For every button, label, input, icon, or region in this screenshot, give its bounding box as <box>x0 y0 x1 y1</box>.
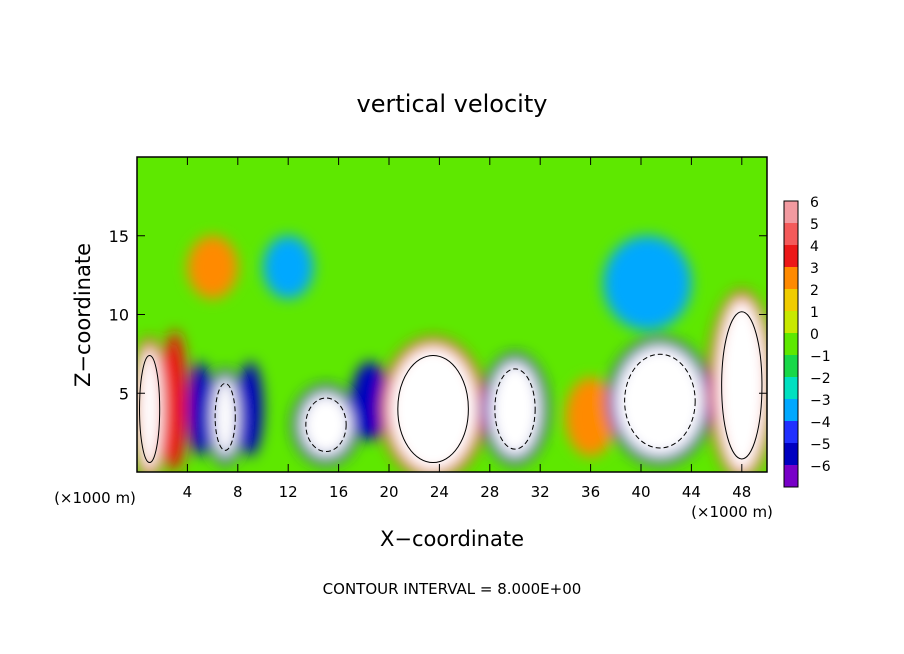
colorbar-swatch <box>784 443 798 465</box>
contour-line <box>305 397 347 453</box>
colorbar-swatch <box>784 289 798 311</box>
x-tick-label: 32 <box>531 483 550 501</box>
heatmap-cell <box>716 298 767 472</box>
heatmap-cell <box>603 235 692 331</box>
x-tick-label: 44 <box>682 483 701 501</box>
colorbar-swatch <box>784 267 798 289</box>
x-axis-label: X−coordinate <box>380 527 524 551</box>
plot-area <box>137 157 767 472</box>
x-tick-label: 4 <box>183 483 193 501</box>
colorbar-label: −1 <box>810 349 831 365</box>
colorbar-swatch <box>784 333 798 355</box>
heatmap-cell <box>237 361 263 457</box>
colorbar-label: 0 <box>810 327 819 343</box>
x-tick-label: 12 <box>279 483 298 501</box>
chart-title: vertical velocity <box>357 90 548 118</box>
colorbar-swatch <box>784 355 798 377</box>
contour-line <box>624 353 696 449</box>
heatmap-cell <box>187 235 238 299</box>
colorbar-label: −4 <box>810 415 831 431</box>
colorbar-swatch <box>784 201 798 223</box>
x-tick-label: 24 <box>430 483 449 501</box>
x-tick-label: 48 <box>732 483 751 501</box>
heatmap-cell <box>565 377 616 457</box>
heatmap-cell <box>389 346 478 472</box>
heatmap-cell <box>615 346 705 457</box>
colorbar-swatch <box>784 377 798 399</box>
heatmap-cell <box>212 377 238 457</box>
x-tick-label: 8 <box>233 483 243 501</box>
contour-line <box>139 354 161 464</box>
y-axis-label: Z−coordinate <box>71 243 95 387</box>
colorbar-label: −6 <box>810 459 831 475</box>
contour-line <box>397 354 469 464</box>
x-tick-label: 40 <box>631 483 650 501</box>
y-tick-label: 15 <box>109 227 129 246</box>
colorbar-swatch <box>784 465 798 487</box>
x-unit-label-left: (×1000 m) <box>54 489 136 507</box>
colorbar-label: 2 <box>810 283 819 299</box>
x-tick-label: 36 <box>581 483 600 501</box>
heatmap-cell <box>489 361 541 457</box>
contour-line <box>721 311 763 460</box>
colorbar-label: 1 <box>810 305 819 321</box>
colorbar: 6 5 4 3 2 1 0 −1 −2 −3 −4 −5 −6 <box>783 195 831 488</box>
x-tick-label: 28 <box>480 483 499 501</box>
x-tick-label: 20 <box>379 483 398 501</box>
heatmap-cell <box>162 330 188 472</box>
y-tick-label: 10 <box>109 306 129 325</box>
colorbar-label: −2 <box>810 371 831 387</box>
colorbar-swatch <box>784 311 798 333</box>
colorbar-frame <box>783 200 799 488</box>
heatmap-cell <box>351 361 389 441</box>
y-tick-label: 5 <box>119 384 129 403</box>
colorbar-label: −5 <box>810 437 831 453</box>
contour-line <box>214 382 236 451</box>
colorbar-swatch <box>784 399 798 421</box>
x-unit-label-right: (×1000 m) <box>691 503 773 521</box>
x-tick-label: 16 <box>329 483 348 501</box>
colorbar-label: −3 <box>810 393 831 409</box>
colorbar-swatch <box>784 421 798 443</box>
colorbar-label: 3 <box>810 261 819 277</box>
heatmap-cell <box>263 235 314 299</box>
colorbar-swatch <box>784 223 798 245</box>
colorbar-swatch <box>784 245 798 267</box>
colorbar-label: 6 <box>810 195 819 211</box>
contour-line <box>494 368 536 450</box>
heatmap-cell <box>137 346 163 472</box>
heatmap-cell <box>300 393 352 457</box>
contour-interval-note: CONTOUR INTERVAL = 8.000E+00 <box>323 580 582 598</box>
colorbar-label: 4 <box>810 239 819 255</box>
colorbar-label: 5 <box>810 217 819 233</box>
